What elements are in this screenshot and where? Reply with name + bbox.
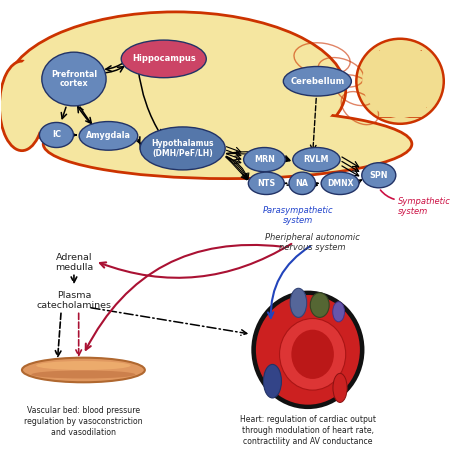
Text: MRN: MRN — [254, 155, 275, 164]
Ellipse shape — [264, 365, 282, 398]
Ellipse shape — [22, 358, 145, 382]
Ellipse shape — [321, 172, 359, 194]
Ellipse shape — [39, 123, 73, 148]
Ellipse shape — [362, 44, 438, 118]
Ellipse shape — [0, 61, 45, 151]
Text: Adrenal
medulla: Adrenal medulla — [55, 253, 93, 272]
Ellipse shape — [252, 291, 364, 408]
Ellipse shape — [289, 172, 316, 194]
Ellipse shape — [244, 148, 285, 172]
Ellipse shape — [333, 302, 345, 322]
Text: NA: NA — [296, 179, 309, 188]
Ellipse shape — [290, 288, 307, 317]
Ellipse shape — [43, 109, 412, 178]
Ellipse shape — [248, 172, 284, 194]
Ellipse shape — [362, 163, 396, 188]
Ellipse shape — [283, 66, 351, 96]
Ellipse shape — [36, 361, 131, 370]
Text: IC: IC — [52, 130, 61, 139]
Ellipse shape — [48, 114, 407, 174]
Ellipse shape — [256, 295, 360, 405]
Ellipse shape — [121, 40, 206, 78]
Text: Vascular bed: blood pressure
regulation by vasoconstriction
and vasodilation: Vascular bed: blood pressure regulation … — [24, 406, 143, 437]
Text: Prefrontal
cortex: Prefrontal cortex — [51, 69, 97, 89]
Ellipse shape — [293, 148, 340, 172]
Ellipse shape — [4, 65, 40, 146]
Ellipse shape — [42, 52, 106, 106]
Text: RVLM: RVLM — [304, 155, 329, 164]
Ellipse shape — [280, 319, 346, 390]
Text: Heart: regulation of cardiac output
through modulation of heart rate,
contractil: Heart: regulation of cardiac output thro… — [240, 415, 376, 446]
Text: Cerebellum: Cerebellum — [290, 77, 345, 86]
Ellipse shape — [10, 16, 341, 164]
Text: Amygdala: Amygdala — [86, 131, 131, 140]
Text: Parasympathetic
system: Parasympathetic system — [263, 206, 334, 225]
Ellipse shape — [310, 293, 329, 317]
Text: NTS: NTS — [257, 179, 275, 188]
Ellipse shape — [5, 12, 346, 168]
Text: Sympathetic
system: Sympathetic system — [398, 197, 451, 216]
Ellipse shape — [79, 122, 138, 150]
Text: SPN: SPN — [370, 171, 388, 180]
Text: Hippocampus: Hippocampus — [132, 54, 196, 64]
Ellipse shape — [31, 370, 136, 379]
Ellipse shape — [140, 127, 225, 170]
Text: Pheripheral autonomic
nervous system: Pheripheral autonomic nervous system — [265, 233, 360, 252]
Text: Plasma
catecholamines: Plasma catecholamines — [36, 291, 111, 310]
Text: Hypothalamus
(DMH/PeF/LH): Hypothalamus (DMH/PeF/LH) — [151, 139, 214, 158]
Text: DMNX: DMNX — [327, 179, 353, 188]
Ellipse shape — [292, 330, 334, 379]
Ellipse shape — [333, 373, 347, 402]
Ellipse shape — [356, 39, 444, 124]
